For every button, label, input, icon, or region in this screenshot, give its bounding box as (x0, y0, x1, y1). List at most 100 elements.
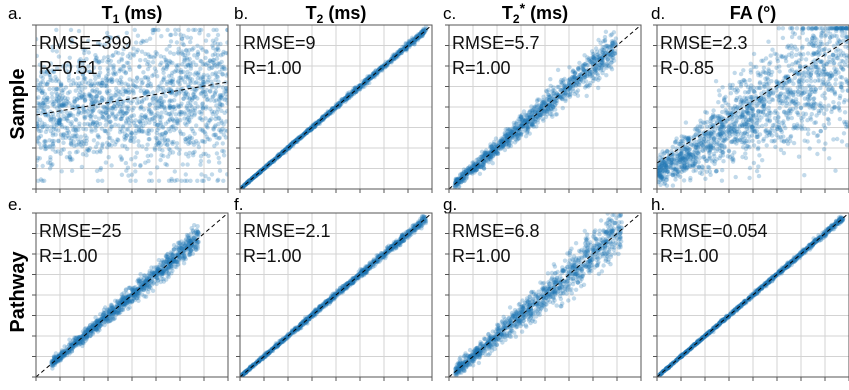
data-point (810, 52, 815, 57)
data-point (97, 65, 103, 71)
data-point (119, 57, 125, 63)
data-point (223, 91, 228, 97)
data-point (553, 112, 558, 117)
data-point (611, 55, 616, 60)
data-point (581, 63, 587, 69)
data-point (80, 61, 85, 67)
data-point (171, 119, 176, 124)
data-point (525, 129, 530, 134)
data-point (205, 73, 210, 78)
data-point (48, 128, 53, 134)
data-point (88, 78, 93, 84)
data-point (514, 134, 519, 139)
data-point (182, 59, 187, 64)
data-point (89, 127, 94, 132)
data-point (390, 54, 395, 59)
data-point (520, 120, 525, 125)
data-point (150, 97, 155, 102)
data-point (177, 110, 182, 115)
data-point (575, 75, 580, 81)
data-point (464, 168, 469, 173)
data-point (147, 54, 152, 59)
data-point (273, 157, 278, 162)
data-point (122, 89, 128, 94)
data-point (421, 30, 427, 36)
data-point (200, 62, 205, 67)
data-point (170, 89, 175, 94)
data-point (480, 163, 485, 168)
data-point (598, 66, 604, 71)
data-point (120, 113, 125, 119)
data-point (346, 92, 352, 97)
data-point (99, 145, 105, 151)
data-point (308, 127, 313, 133)
data-point (151, 72, 156, 77)
data-point (96, 59, 101, 64)
data-point (575, 80, 580, 85)
data-point (85, 109, 90, 114)
data-point (306, 128, 312, 134)
data-point (205, 79, 210, 85)
data-point (584, 63, 589, 68)
data-point (39, 88, 44, 94)
data-point (542, 108, 548, 114)
data-point (320, 114, 326, 119)
data-point (288, 142, 294, 147)
data-point (71, 139, 76, 144)
data-point (86, 93, 92, 99)
data-point (116, 101, 121, 107)
data-point (285, 144, 291, 150)
data-point (123, 81, 128, 86)
data-point (146, 91, 151, 96)
data-point (747, 175, 752, 181)
data-point (524, 124, 530, 129)
data-point (148, 111, 154, 117)
data-point (189, 77, 195, 82)
data-point (200, 106, 205, 111)
data-point (104, 129, 109, 134)
data-point (209, 79, 214, 84)
data-point (489, 152, 494, 158)
data-point (324, 111, 330, 116)
data-point (178, 68, 183, 73)
data-point (150, 73, 155, 79)
data-point (720, 104, 725, 109)
data-point (110, 110, 115, 115)
data-point (86, 50, 92, 55)
data-point (123, 89, 129, 95)
data-point (179, 101, 184, 106)
data-point (106, 71, 111, 77)
data-point (155, 74, 160, 79)
data-point (220, 52, 226, 57)
data-point (567, 65, 572, 70)
data-point (83, 97, 88, 102)
data-point (165, 79, 170, 85)
data-point (68, 157, 73, 163)
data-point (72, 99, 78, 105)
data-point (598, 48, 603, 53)
data-point (143, 121, 148, 126)
data-point (188, 79, 193, 84)
data-point (94, 97, 99, 102)
data-point (117, 67, 123, 72)
data-point (472, 163, 477, 169)
data-point (185, 115, 191, 120)
data-point (65, 96, 70, 101)
data-point (422, 30, 427, 35)
data-point (185, 76, 190, 81)
data-point (189, 135, 195, 141)
data-point (51, 120, 56, 126)
data-point (100, 81, 105, 86)
data-point (54, 118, 59, 123)
data-point (178, 32, 183, 37)
data-point (86, 147, 91, 153)
data-point (563, 92, 568, 97)
data-point (391, 55, 396, 60)
data-point (217, 94, 222, 99)
data-point (475, 159, 481, 165)
data-point (219, 108, 224, 114)
data-point (516, 116, 521, 122)
data-point (370, 72, 376, 77)
data-point (541, 118, 546, 123)
data-point (145, 75, 151, 80)
